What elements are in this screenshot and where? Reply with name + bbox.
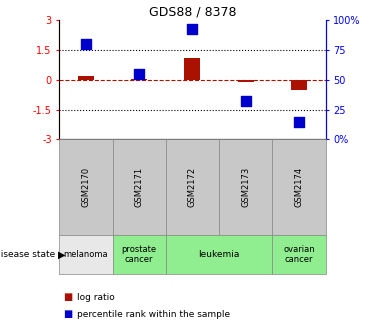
Text: GSM2172: GSM2172	[188, 167, 197, 207]
Bar	[291, 80, 307, 90]
Point	[243, 98, 249, 104]
Bar	[78, 76, 94, 80]
Bar	[131, 79, 147, 80]
Text: prostate
cancer: prostate cancer	[122, 245, 157, 264]
Point	[136, 71, 142, 77]
Text: GSM2170: GSM2170	[82, 167, 90, 207]
Bar	[238, 80, 254, 82]
Text: ■: ■	[63, 292, 72, 302]
Text: leukemia: leukemia	[198, 250, 240, 259]
Text: GSM2174: GSM2174	[295, 167, 303, 207]
Text: melanoma: melanoma	[64, 250, 108, 259]
Text: percentile rank within the sample: percentile rank within the sample	[77, 310, 230, 319]
Point	[83, 41, 89, 47]
Text: ovarian
cancer: ovarian cancer	[283, 245, 315, 264]
Text: log ratio: log ratio	[77, 293, 115, 302]
Bar	[185, 58, 200, 80]
Point	[296, 119, 302, 124]
Text: GSM2171: GSM2171	[135, 167, 144, 207]
Text: ▶: ▶	[57, 250, 65, 259]
Point	[190, 26, 196, 31]
Title: GDS88 / 8378: GDS88 / 8378	[149, 6, 236, 19]
Text: GSM2173: GSM2173	[241, 167, 250, 207]
Text: ■: ■	[63, 309, 72, 319]
Text: disease state: disease state	[0, 250, 56, 259]
